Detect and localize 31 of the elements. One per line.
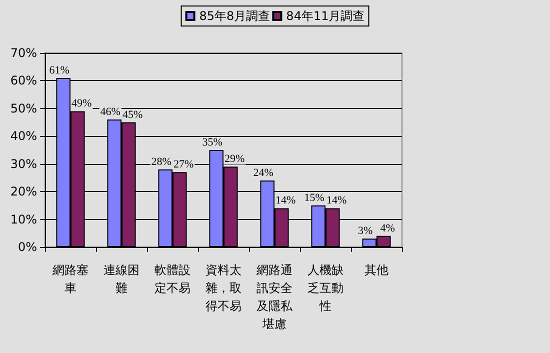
y-tick-label: 20% [10,184,37,199]
data-label: 15% [304,192,324,204]
data-label: 3% [358,225,373,238]
data-label: 49% [72,98,92,110]
y-tick-label: 70% [10,46,37,60]
data-label: 4% [380,222,395,234]
data-label: 45% [122,108,143,121]
y-tick-label: 50% [10,101,37,116]
x-tick-label: 軟體設定不易 [154,263,190,295]
y-tick-label: 40% [10,129,37,144]
data-label: 35% [202,136,222,148]
data-label: 28% [151,156,172,168]
legend-label: 85年8月調查 [199,9,270,23]
x-tick-label: 人機缺乏互動性 [308,263,344,313]
x-tick-label: 網路通訊安全及隱私堪慮 [256,263,294,331]
y-tick-label: 60% [10,74,37,88]
legend-label: 84年11月調查 [286,9,365,23]
data-label: 24% [253,166,274,179]
y-tick-label: 10% [10,212,37,226]
data-label: 14% [276,194,296,207]
x-tick-label: 連線困難 [104,263,140,295]
y-tick-label: 30% [10,156,37,171]
x-tick-label: 網路塞車 [52,263,88,295]
data-label: 14% [326,194,347,207]
data-label: 61% [49,64,70,76]
data-label: 27% [174,158,194,171]
x-tick-label: 其他 [364,263,388,277]
data-label: 29% [224,153,245,166]
x-tick-label: 資料太雜，取得不易 [206,263,242,313]
data-label: 46% [100,106,120,118]
y-tick-label: 0% [18,240,37,254]
